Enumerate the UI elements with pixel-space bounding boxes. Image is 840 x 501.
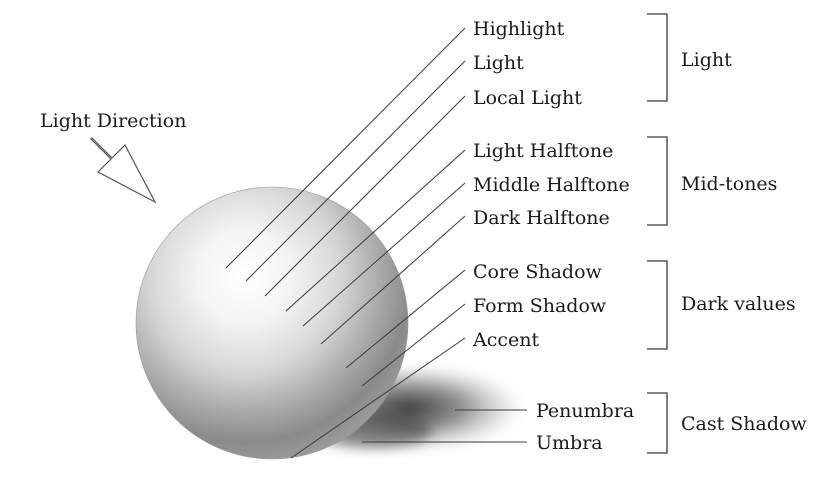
group-label-mid-tones: Mid-tones bbox=[681, 173, 777, 195]
bracket-cast-shadow bbox=[647, 392, 668, 454]
leader-lines bbox=[225, 27, 527, 459]
leader-middle-halftone bbox=[302, 182, 466, 327]
label-form-shadow: Form Shadow bbox=[473, 295, 607, 317]
label-umbra: Umbra bbox=[536, 432, 603, 454]
light-direction-arrow-icon bbox=[90, 137, 157, 204]
value-labels: Highlight Light Local Light Light Halfto… bbox=[472, 18, 634, 454]
sphere bbox=[135, 186, 409, 460]
label-accent: Accent bbox=[472, 329, 539, 351]
group-label-light: Light bbox=[681, 49, 732, 71]
bracket-mid-tones bbox=[647, 136, 668, 226]
bracket-light bbox=[647, 13, 668, 102]
leader-highlight bbox=[225, 27, 466, 269]
label-light: Light bbox=[473, 52, 524, 74]
leader-core-shadow bbox=[345, 269, 466, 369]
group-label-dark-values: Dark values bbox=[681, 293, 796, 315]
bracket-dark-values bbox=[647, 260, 668, 350]
light-direction-label: Light Direction bbox=[40, 110, 186, 132]
label-penumbra: Penumbra bbox=[536, 400, 634, 422]
group-brackets bbox=[647, 13, 668, 454]
leader-dark-halftone bbox=[320, 215, 466, 345]
leader-accent bbox=[290, 337, 466, 459]
leader-light-halftone bbox=[285, 149, 466, 312]
group-labels: Light Mid-tones Dark values Cast Shadow bbox=[681, 49, 807, 435]
label-core-shadow: Core Shadow bbox=[473, 261, 603, 283]
label-dark-halftone: Dark Halftone bbox=[473, 207, 610, 229]
label-middle-halftone: Middle Halftone bbox=[473, 174, 630, 196]
leader-light bbox=[245, 60, 466, 282]
group-label-cast-shadow: Cast Shadow bbox=[681, 413, 807, 435]
label-light-halftone: Light Halftone bbox=[473, 140, 613, 162]
leader-form-shadow bbox=[361, 303, 466, 387]
label-local-light: Local Light bbox=[473, 87, 582, 109]
leader-local-light bbox=[264, 95, 466, 297]
label-highlight: Highlight bbox=[473, 18, 565, 40]
